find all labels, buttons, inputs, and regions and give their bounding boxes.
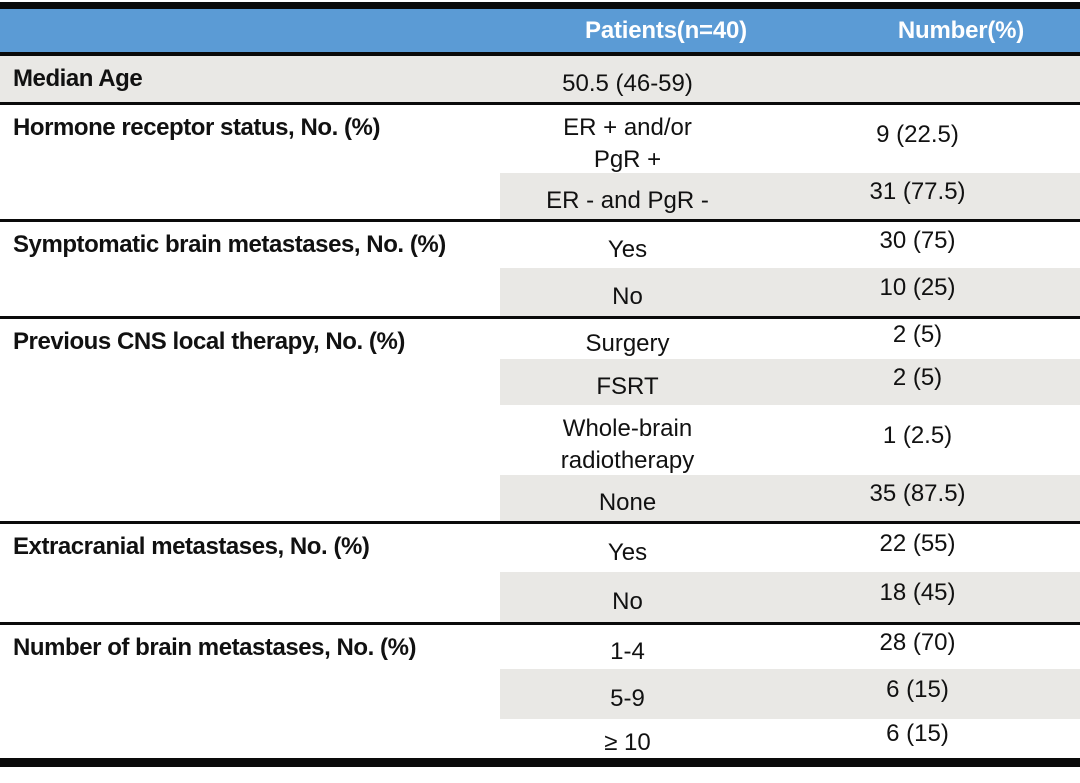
number-cell: 6 (15): [886, 675, 949, 703]
patients-cell: ≥ 10: [604, 729, 651, 757]
table-row: FSRT 2 (5): [500, 359, 1080, 405]
patients-cell: 1-4: [610, 637, 645, 665]
table-row: 1-4 28 (70): [500, 625, 1080, 669]
table-row: Yes 30 (75): [500, 222, 1080, 268]
table-row: Whole-brain radiotherapy 1 (2.5): [500, 405, 1080, 475]
table-row: None 35 (87.5): [500, 475, 1080, 521]
number-cell: 2 (5): [892, 363, 943, 391]
patients-cell: 5-9: [610, 684, 645, 712]
table-row: ≥ 10 6 (15): [500, 719, 1080, 758]
row-group-label: Previous CNS local therapy, No. (%): [13, 328, 405, 355]
section-number-of-brain-metastases: Number of brain metastases, No. (%) 1-4 …: [0, 622, 1080, 758]
table-row: 50.5 (46-59): [500, 56, 1080, 102]
table-bottom-border: [0, 758, 1080, 767]
patient-characteristics-table: Patients(n=40) Number(%) Median Age 50.5…: [0, 2, 1080, 767]
number-cell: 30 (75): [879, 226, 956, 254]
table-header-row: Patients(n=40) Number(%): [0, 2, 1080, 56]
section-previous-cns-therapy: Previous CNS local therapy, No. (%) Surg…: [0, 316, 1080, 521]
number-cell: 2 (5): [892, 320, 943, 348]
table-row: 5-9 6 (15): [500, 669, 1080, 719]
table-row: Yes 22 (55): [500, 524, 1080, 572]
patients-cell: Yes: [607, 538, 648, 566]
row-group-label: Hormone receptor status, No. (%): [13, 114, 380, 141]
patients-cell: Whole-brain radiotherapy: [560, 415, 695, 474]
table-row: No 18 (45): [500, 572, 1080, 622]
row-group-label: Number of brain metastases, No. (%): [13, 634, 417, 661]
section-symptomatic-brain-metastases: Symptomatic brain metastases, No. (%) Ye…: [0, 219, 1080, 316]
number-cell: 22 (55): [879, 529, 956, 557]
number-cell: [755, 56, 1080, 102]
number-cell: 1 (2.5): [882, 421, 953, 449]
patients-cell: ER - and PgR -: [546, 186, 709, 214]
number-cell: 28 (70): [879, 628, 956, 656]
header-number: Number(%): [897, 16, 1025, 44]
number-cell: 18 (45): [879, 578, 956, 606]
patients-cell: None: [598, 488, 657, 516]
patients-cell: Surgery: [585, 329, 670, 357]
table-row: No 10 (25): [500, 268, 1080, 316]
row-group-label: Symptomatic brain metastases, No. (%): [13, 231, 446, 258]
table-row: ER + and/or PgR + 9 (22.5): [500, 105, 1080, 173]
row-group-label: Median Age: [13, 65, 143, 92]
table-row: ER - and PgR - 31 (77.5): [500, 173, 1080, 219]
section-hormone-receptor: Hormone receptor status, No. (%) ER + an…: [0, 102, 1080, 219]
row-group-label: Extracranial metastases, No. (%): [13, 533, 370, 560]
number-cell: 35 (87.5): [869, 479, 966, 507]
patients-cell: No: [612, 587, 643, 615]
patients-cell: Yes: [607, 235, 648, 263]
header-patients: Patients(n=40): [585, 16, 747, 44]
table-row: Surgery 2 (5): [500, 319, 1080, 359]
number-cell: 31 (77.5): [869, 177, 966, 205]
section-median-age: Median Age 50.5 (46-59): [0, 56, 1080, 102]
patients-cell: ER + and/or PgR +: [563, 114, 692, 173]
patients-cell: FSRT: [596, 372, 659, 400]
number-cell: 10 (25): [879, 273, 956, 301]
number-cell: 6 (15): [886, 720, 949, 748]
patients-cell: No: [612, 282, 643, 310]
patients-cell: 50.5 (46-59): [562, 69, 693, 97]
section-extracranial-metastases: Extracranial metastases, No. (%) Yes 22 …: [0, 521, 1080, 622]
number-cell: 9 (22.5): [876, 120, 959, 148]
